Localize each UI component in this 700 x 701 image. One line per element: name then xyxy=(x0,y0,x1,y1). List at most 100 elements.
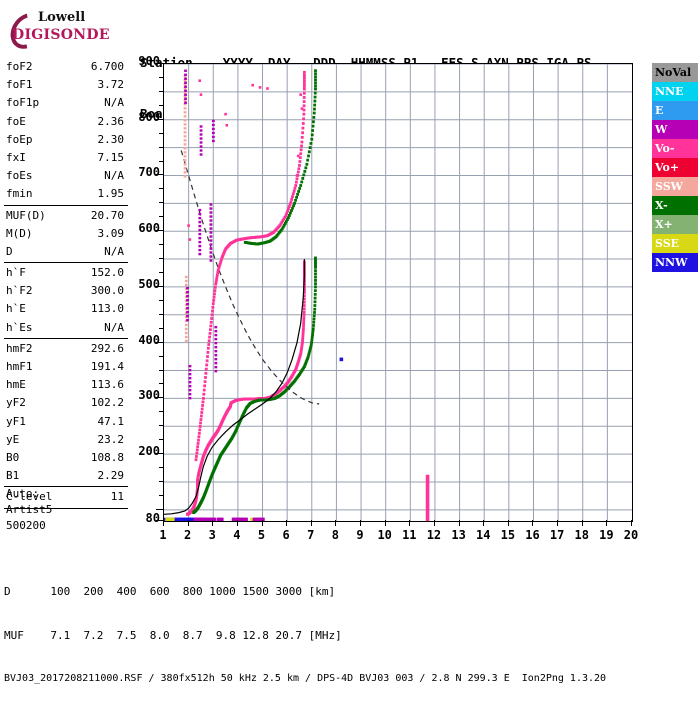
x-axis-tick-label: 12 xyxy=(426,528,442,542)
param-key: foE xyxy=(6,114,26,128)
param-key: foF2 xyxy=(6,60,33,73)
param-key: hmF2 xyxy=(6,341,33,355)
legend-item-x[interactable]: X- xyxy=(652,196,698,215)
auto-program: Artist5 xyxy=(6,503,53,516)
lowell-digisonde-logo: Lowell DIGISONDE xyxy=(3,6,128,56)
param-row-hes: h`Es N/A xyxy=(4,319,128,337)
param-value: 292.6 xyxy=(90,341,124,355)
param-key: hmF1 xyxy=(6,360,33,373)
param-row-fxi: fxI 7.15 xyxy=(4,149,128,167)
y-axis-tick-label: 600 xyxy=(138,221,160,236)
param-group-divider xyxy=(4,204,128,206)
x-axis: 1 2 3 4 5 6 7 8 9 10 11 12 13 14 15 16 17 18 19 20 xyxy=(159,528,638,548)
x-axis-tick-label: 9 xyxy=(356,528,364,542)
x-axis-tick-label: 10 xyxy=(377,528,392,542)
legend-item-ssw[interactable]: SSW xyxy=(652,177,698,196)
x-axis-tick-label: 19 xyxy=(599,528,614,542)
param-key: fxI xyxy=(6,150,26,164)
param-key: foEs xyxy=(6,169,33,183)
param-key: h`Es xyxy=(6,320,33,334)
logo-digisonde-text: DIGISONDE xyxy=(12,27,110,43)
param-value: N/A xyxy=(104,169,124,183)
footer-file-info: BVJ03_2017208211000.RSF / 380fx512h 50 k… xyxy=(4,673,607,684)
param-group-divider xyxy=(4,337,128,339)
parameter-table: foF2 6.700 foF1 3.72 foF1p N/A foE 2.36 foEp 2.30… xyxy=(4,58,128,510)
legend-item-nne[interactable]: NNE xyxy=(652,82,698,101)
param-row-fmin: fmin 1.95 xyxy=(4,185,128,203)
param-key: foF1 xyxy=(6,78,33,92)
logo-lowell-text: Lowell xyxy=(38,10,86,25)
legend-item-x[interactable]: X+ xyxy=(652,215,698,234)
param-value: 23.2 xyxy=(97,432,125,446)
param-value: 1.95 xyxy=(97,187,125,201)
param-row-b1: B1 2.29 xyxy=(4,467,128,485)
param-value: 113.0 xyxy=(90,302,124,316)
legend-item-vo[interactable]: Vo- xyxy=(652,139,698,158)
param-value: 152.0 xyxy=(90,266,124,280)
param-key: D xyxy=(6,244,13,258)
legend-item-e[interactable]: E xyxy=(652,101,698,120)
auto-code: 500200 xyxy=(6,519,46,532)
y-axis-tick-label: 80 xyxy=(145,511,160,525)
param-group-divider xyxy=(4,262,128,264)
param-value: 3.09 xyxy=(97,226,125,240)
param-key: MUF(D) xyxy=(6,208,46,222)
x-axis-tick-label: 17 xyxy=(549,528,565,542)
x-axis-tick-label: 14 xyxy=(475,528,491,542)
x-axis-tick-label: 18 xyxy=(574,528,589,542)
param-row-clevel: C-level 11 xyxy=(4,488,128,506)
param-key: B0 xyxy=(6,450,20,464)
param-key: fmin xyxy=(6,187,33,201)
param-row-fof1: foF1 3.72 xyxy=(4,76,128,94)
param-row-hmf1: hmF1 191.4 xyxy=(4,358,128,376)
color-legend[interactable]: NoVal NNE E W Vo- Vo+ SSW X- X+ SSE NNW xyxy=(652,63,698,272)
y-axis-tick-label: 400 xyxy=(138,332,160,347)
param-key: h`E xyxy=(6,302,26,316)
param-row-he: h`E 113.0 xyxy=(4,300,128,318)
x-axis-tick-label: 4 xyxy=(233,528,241,542)
param-group-divider xyxy=(4,486,128,488)
legend-item-vo[interactable]: Vo+ xyxy=(652,158,698,177)
param-key: h`F2 xyxy=(6,284,33,298)
x-axis-tick-label: 5 xyxy=(257,528,266,542)
y-axis-tick-label: 200 xyxy=(138,444,160,459)
legend-item-w[interactable]: W xyxy=(652,120,698,139)
x-axis-tick-label: 13 xyxy=(451,528,466,542)
y-axis-tick-label: 300 xyxy=(138,388,160,403)
param-value: N/A xyxy=(104,96,124,110)
x-axis-tick-label: 16 xyxy=(525,528,540,542)
x-axis-tick-label: 8 xyxy=(331,528,340,542)
param-row-yf1: yF1 47.1 xyxy=(4,413,128,431)
footer-distance-row: D 100 200 400 600 800 1000 1500 3000 [km… xyxy=(4,585,336,598)
param-value: 3.72 xyxy=(97,78,125,92)
legend-item-noval[interactable]: NoVal xyxy=(652,63,698,82)
param-key: yE xyxy=(6,432,20,446)
x-axis-tick-label: 3 xyxy=(208,528,216,542)
param-row-fof1p: foF1p N/A xyxy=(4,94,128,112)
footer-muf-row: MUF 7.1 7.2 7.5 8.0 8.7 9.8 12.8 20.7 [M… xyxy=(4,628,342,642)
auto-label: Auto: xyxy=(6,487,40,500)
x-axis-tick-label: 6 xyxy=(282,528,290,542)
param-key: yF2 xyxy=(6,396,26,410)
param-row-hme: hmE 113.6 xyxy=(4,376,128,394)
param-key: hmE xyxy=(6,378,26,392)
param-row-md: M(D) 3.09 xyxy=(4,225,128,243)
legend-item-nnw[interactable]: NNW xyxy=(652,253,698,272)
param-value: 47.1 xyxy=(97,414,125,428)
ionogram-plot[interactable] xyxy=(163,63,633,522)
param-key: foEp xyxy=(6,132,33,146)
y-axis: 80 200 300 400 500 600 700 800 900 xyxy=(120,54,160,525)
param-value: 20.70 xyxy=(90,208,124,222)
x-axis-tick-label: 1 xyxy=(159,528,167,542)
legend-item-sse[interactable]: SSE xyxy=(652,234,698,253)
param-key: M(D) xyxy=(6,226,33,240)
param-value: 2.36 xyxy=(97,114,125,128)
param-group-divider xyxy=(4,507,128,509)
x-axis-tick-label: 7 xyxy=(307,528,315,542)
param-value: N/A xyxy=(104,320,124,334)
y-axis-tick-label: 900 xyxy=(138,54,160,68)
y-axis-tick-label: 500 xyxy=(138,276,160,291)
param-value: 300.0 xyxy=(90,284,124,298)
param-key: h`F xyxy=(6,266,26,280)
param-row-hf: h`F 152.0 xyxy=(4,264,128,282)
